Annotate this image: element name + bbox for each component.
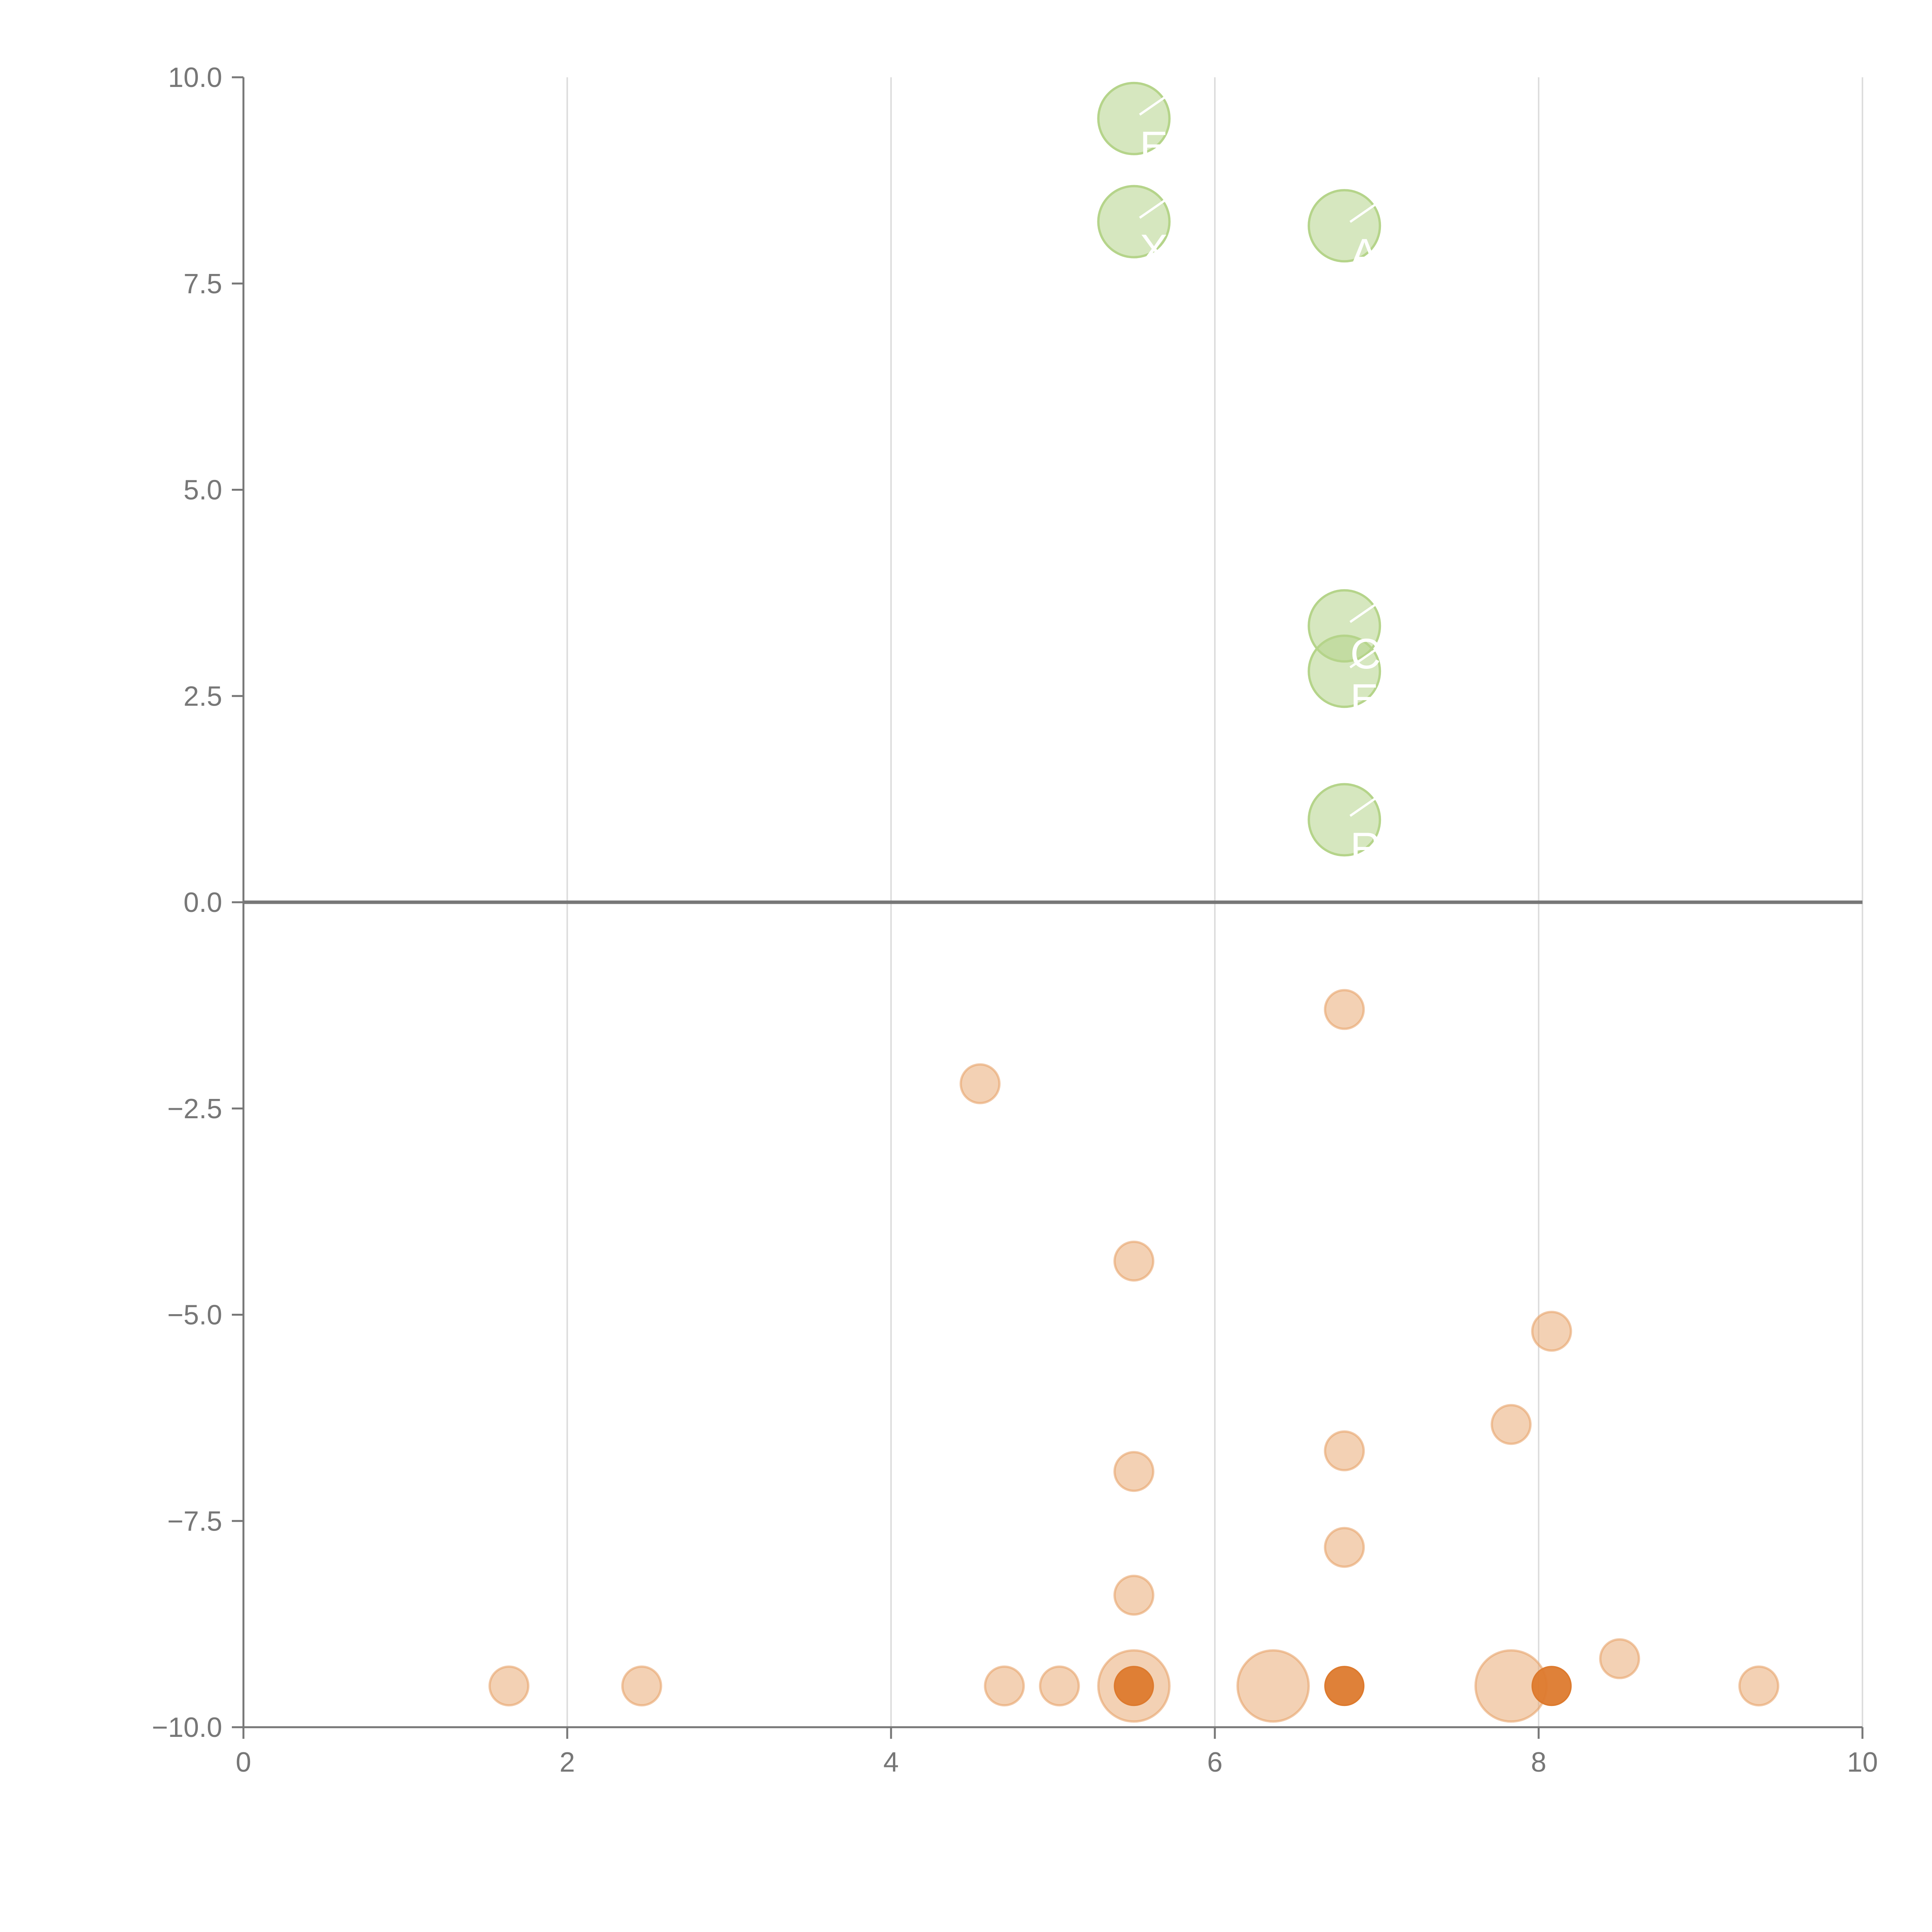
negative-point — [1324, 1430, 1365, 1471]
y-tick-label: −5.0 — [167, 1300, 222, 1331]
point-leader-line — [1139, 199, 1166, 219]
point-label: E — [1140, 123, 1168, 170]
negative-point — [1113, 1240, 1155, 1282]
y-tick-label: 10.0 — [168, 62, 222, 93]
negative-point — [984, 1665, 1025, 1707]
negative-point — [1531, 1311, 1572, 1352]
point-label: E — [1350, 675, 1378, 723]
x-tick-label: 2 — [560, 1747, 575, 1778]
positive-point — [1308, 634, 1381, 708]
x-tick-label: 6 — [1207, 1747, 1223, 1778]
positive-point — [1308, 783, 1381, 857]
point-leader-line — [1349, 649, 1376, 668]
negative-point — [959, 1063, 1001, 1104]
point-label: R — [1350, 824, 1381, 872]
point-leader-line — [1349, 203, 1376, 223]
point-label: A — [1350, 230, 1379, 277]
point-layer — [488, 82, 1779, 1723]
point-leader-line — [1349, 604, 1376, 623]
y-tick-label: −2.5 — [167, 1094, 222, 1124]
x-tick-label: 4 — [883, 1747, 899, 1778]
point-leader-line — [1349, 798, 1376, 817]
x-tick-label: 10 — [1847, 1747, 1878, 1778]
negative-point — [1490, 1404, 1532, 1445]
negative-point — [1113, 1451, 1155, 1492]
positive-point — [1097, 82, 1171, 155]
y-tick-label: 5.0 — [184, 475, 222, 506]
negative-point — [1324, 989, 1365, 1030]
y-tick-label: 7.5 — [184, 269, 222, 299]
point-label: C — [1350, 630, 1381, 678]
negative-point — [1236, 1649, 1310, 1723]
negative-point — [1738, 1665, 1779, 1707]
x-tick-label: 0 — [236, 1747, 251, 1778]
y-tick-label: 2.5 — [184, 681, 222, 712]
negative-point — [1599, 1638, 1640, 1679]
point-leader-line — [1139, 96, 1166, 116]
negative-point — [1113, 1575, 1155, 1616]
highlight-point — [1114, 1666, 1154, 1706]
negative-point — [1039, 1665, 1080, 1707]
negative-point — [1324, 1527, 1365, 1568]
highlight-point — [1531, 1666, 1572, 1706]
x-tick-label: 8 — [1531, 1747, 1546, 1778]
highlight-point — [1324, 1666, 1365, 1706]
y-tick-label: −10.0 — [152, 1712, 222, 1743]
axis-layer: 0 2 4 6 8 10 −10.0 −7.5 −5.0 −2.5 0.0 2.5 5.0 7.5 10.0 — [152, 62, 1878, 1778]
positive-point — [1097, 185, 1171, 259]
point-label: X — [1140, 226, 1168, 274]
positive-point — [1308, 189, 1381, 263]
negative-point — [621, 1665, 662, 1707]
negative-point — [488, 1665, 530, 1707]
y-tick-label: 0.0 — [184, 887, 222, 918]
y-tick-label: −7.5 — [167, 1506, 222, 1537]
